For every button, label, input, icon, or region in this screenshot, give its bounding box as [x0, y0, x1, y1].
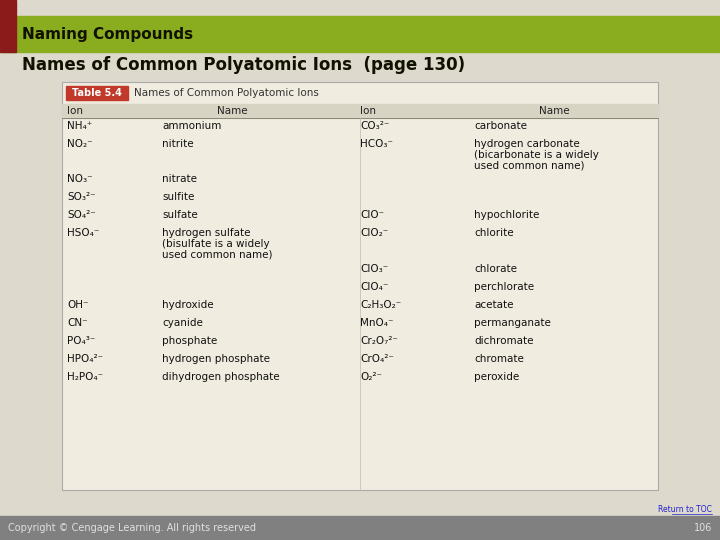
Text: used common name): used common name) [474, 160, 585, 170]
Text: hypochlorite: hypochlorite [474, 211, 539, 220]
Text: cyanide: cyanide [162, 318, 203, 328]
Text: phosphate: phosphate [162, 336, 217, 346]
Text: CO₃²⁻: CO₃²⁻ [360, 121, 390, 131]
Text: Ion: Ion [67, 106, 83, 116]
Text: CrO₄²⁻: CrO₄²⁻ [360, 354, 394, 364]
Text: permanganate: permanganate [474, 318, 551, 328]
Text: Names of Common Polyatomic Ions: Names of Common Polyatomic Ions [134, 88, 319, 98]
Text: Return to TOC: Return to TOC [658, 505, 712, 514]
Text: chlorite: chlorite [474, 228, 513, 239]
Text: HSO₄⁻: HSO₄⁻ [67, 228, 99, 239]
Text: carbonate: carbonate [474, 121, 527, 131]
Text: NO₂⁻: NO₂⁻ [67, 139, 93, 149]
Text: H₂PO₄⁻: H₂PO₄⁻ [67, 372, 103, 382]
Text: ClO₄⁻: ClO₄⁻ [360, 282, 388, 292]
Text: 106: 106 [693, 523, 712, 533]
Bar [0, 516, 720, 540]
Text: ClO₃⁻: ClO₃⁻ [360, 264, 388, 274]
Text: hydrogen carbonate: hydrogen carbonate [474, 139, 580, 149]
Text: Table 5.4: Table 5.4 [72, 88, 122, 98]
Text: hydroxide: hydroxide [162, 300, 214, 310]
Text: Names of Common Polyatomic Ions  (page 130): Names of Common Polyatomic Ions (page 13… [22, 56, 465, 74]
Text: ClO⁻: ClO⁻ [360, 211, 384, 220]
Text: O₂²⁻: O₂²⁻ [360, 372, 382, 382]
Bar [62, 104, 658, 118]
Text: HCO₃⁻: HCO₃⁻ [360, 139, 393, 149]
Text: ClO₂⁻: ClO₂⁻ [360, 228, 388, 239]
Text: (bisulfate is a widely: (bisulfate is a widely [162, 239, 269, 249]
Text: nitrite: nitrite [162, 139, 194, 149]
Text: C₂H₃O₂⁻: C₂H₃O₂⁻ [360, 300, 401, 310]
Text: MnO₄⁻: MnO₄⁻ [360, 318, 394, 328]
Text: chromate: chromate [474, 354, 524, 364]
Text: OH⁻: OH⁻ [67, 300, 89, 310]
Bar [66, 86, 128, 100]
Text: Name: Name [217, 106, 247, 116]
Text: SO₃²⁻: SO₃²⁻ [67, 192, 96, 202]
Text: SO₄²⁻: SO₄²⁻ [67, 211, 96, 220]
Text: Name: Name [539, 106, 570, 116]
Bar [0, 16, 720, 52]
Text: perchlorate: perchlorate [474, 282, 534, 292]
Text: used common name): used common name) [162, 249, 272, 260]
Text: sulfate: sulfate [162, 211, 198, 220]
Bar [0, 0, 16, 52]
Text: Ion: Ion [360, 106, 376, 116]
Text: Copyright © Cengage Learning. All rights reserved: Copyright © Cengage Learning. All rights… [8, 523, 256, 533]
Text: CN⁻: CN⁻ [67, 318, 88, 328]
Text: HPO₄²⁻: HPO₄²⁻ [67, 354, 103, 364]
Text: PO₄³⁻: PO₄³⁻ [67, 336, 95, 346]
Text: Cr₂O₇²⁻: Cr₂O₇²⁻ [360, 336, 398, 346]
Text: hydrogen sulfate: hydrogen sulfate [162, 228, 251, 239]
Text: peroxide: peroxide [474, 372, 519, 382]
Text: Naming Compounds: Naming Compounds [22, 26, 193, 42]
Text: nitrate: nitrate [162, 174, 197, 185]
Text: dichromate: dichromate [474, 336, 534, 346]
Text: acetate: acetate [474, 300, 513, 310]
Text: chlorate: chlorate [474, 264, 517, 274]
Text: NH₄⁺: NH₄⁺ [67, 121, 92, 131]
Text: NO₃⁻: NO₃⁻ [67, 174, 93, 185]
Text: sulfite: sulfite [162, 192, 194, 202]
Text: ammonium: ammonium [162, 121, 221, 131]
Text: dihydrogen phosphate: dihydrogen phosphate [162, 372, 279, 382]
Bar [62, 82, 658, 490]
Text: (bicarbonate is a widely: (bicarbonate is a widely [474, 150, 599, 159]
Text: hydrogen phosphate: hydrogen phosphate [162, 354, 270, 364]
